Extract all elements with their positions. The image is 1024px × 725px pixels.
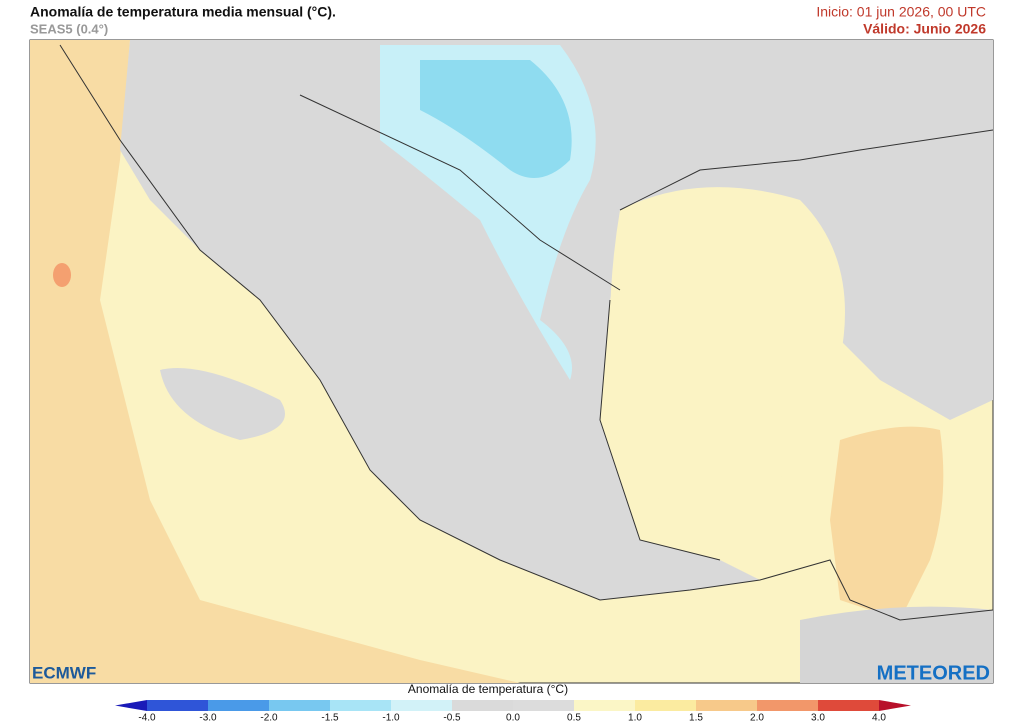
colorbar-low [115, 700, 147, 711]
colorbar-tick-label: 1.5 [689, 713, 703, 724]
valid-date: Válido: Junio 2026 [863, 21, 986, 37]
colorbar-high [879, 700, 911, 711]
land-grey [120, 40, 993, 600]
colorbar-segment [696, 700, 757, 711]
colorbar-label: Anomalía de temperatura (°C) [408, 682, 568, 696]
colorbar-segment [757, 700, 818, 711]
yucatan-warm [830, 426, 944, 620]
colorbar-tick-label: 4.0 [872, 713, 886, 724]
init-date: Inicio: 01 jun 2026, 00 UTC [816, 4, 986, 20]
colorbar-segment [269, 700, 330, 711]
ecmwf-logo: ECMWF [32, 663, 96, 682]
colorbar-tick-label: -2.0 [260, 713, 278, 724]
meteored-logo: METEORED [877, 662, 990, 684]
coastline [59, 44, 994, 621]
colorbar-segment [574, 700, 635, 711]
colorbar-tick-label: 2.0 [750, 713, 764, 724]
colorbar-tick-label: 0.0 [506, 713, 520, 724]
colorbar-tick-label: -0.5 [443, 713, 461, 724]
colorbar-segment [452, 700, 513, 711]
warm-spot [53, 263, 71, 287]
pacific-warm [30, 40, 520, 683]
pacific-grey [160, 368, 285, 440]
colorbar-segment [513, 700, 574, 711]
colorbar-tick-label: -1.0 [382, 713, 400, 724]
colorbar-segment [391, 700, 452, 711]
cool-core [420, 60, 572, 178]
colorbar-tick-label: -1.5 [321, 713, 339, 724]
colorbar-segment [147, 700, 208, 711]
colorbar-tick-label: -3.0 [199, 713, 217, 724]
colorbar-tick-label: -4.0 [138, 713, 156, 724]
colorbar-tick-label: 0.5 [567, 713, 581, 724]
colorbar-segment [635, 700, 696, 711]
colorbar-tick-label: 3.0 [811, 713, 825, 724]
colorbar-segment [208, 700, 269, 711]
map [29, 39, 994, 684]
title: Anomalía de temperatura media mensual (°… [30, 4, 336, 20]
central-america [800, 606, 993, 683]
borders [299, 94, 994, 561]
subtitle: SEAS5 (0.4°) [30, 21, 108, 36]
colorbar-tick-label: 1.0 [628, 713, 642, 724]
colorbar-segment [818, 700, 879, 711]
colorbar-segment [330, 700, 391, 711]
gulf [610, 187, 845, 520]
colorbar: -4.0 -3.0 -2.0 -1.5 -1.0 -0.5 0.0 0.5 1.0 1.5 2.0 3… [115, 700, 911, 724]
